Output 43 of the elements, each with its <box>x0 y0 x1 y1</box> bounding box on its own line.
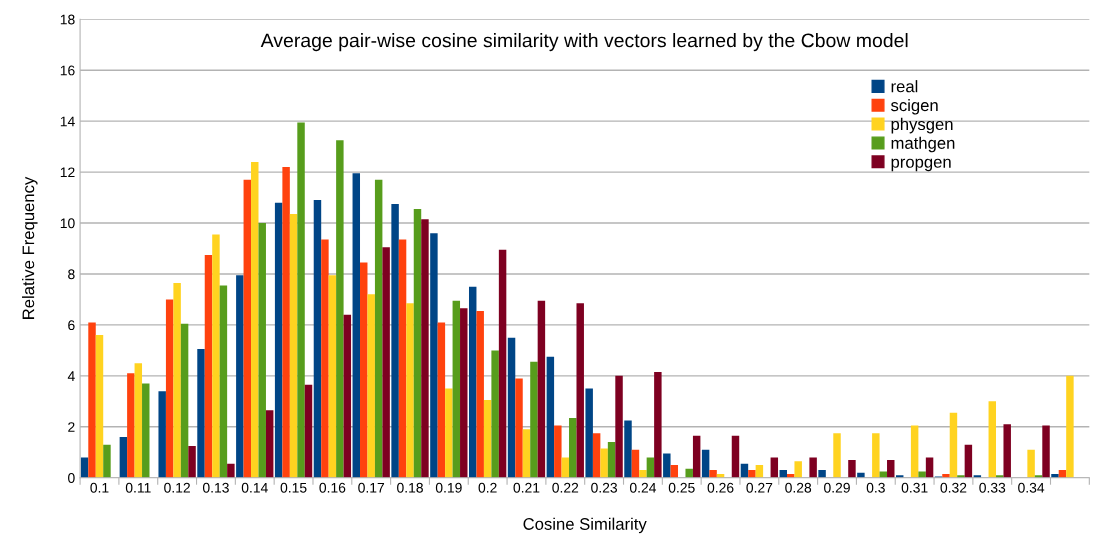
x-tick-label: 0.11 <box>125 482 151 493</box>
x-tick-label: 0.29 <box>824 482 850 493</box>
x-tick-label: 0.16 <box>319 482 346 493</box>
x-tick-label: 0.3 <box>866 482 885 493</box>
legend-label: scigen <box>890 98 938 115</box>
x-tick-label: 0.14 <box>241 482 268 493</box>
y-axis-title: Relative Frequency <box>22 176 38 319</box>
x-tick-label: 0.15 <box>280 482 307 493</box>
x-tick-label: 0.27 <box>746 482 773 493</box>
legend-label: physgen <box>891 117 953 134</box>
x-tick-label: 0.34 <box>1018 482 1045 493</box>
x-tick-label: 0.18 <box>397 482 423 493</box>
x-tick-label: 0.24 <box>629 482 657 493</box>
x-tick-label: 0.26 <box>707 482 734 493</box>
x-tick-label: 0.17 <box>358 482 385 493</box>
x-tick-label: 0.22 <box>552 482 579 493</box>
y-tick-label: 4 <box>67 371 75 381</box>
x-tick-label: 0.19 <box>435 482 462 493</box>
x-tick-label: 0.23 <box>591 482 618 493</box>
x-tick-label: 0.13 <box>202 482 229 493</box>
y-tick-label: 2 <box>68 422 75 432</box>
x-tick-label: 0.21 <box>513 482 540 493</box>
x-tick-label: 0.32 <box>940 482 967 493</box>
y-tick-label: 18 <box>60 14 75 25</box>
x-tick-label: 0.31 <box>901 482 928 493</box>
y-tick-label: 14 <box>60 116 75 127</box>
x-tick-label: 0.2 <box>478 482 497 493</box>
y-tick-label: 6 <box>68 320 75 331</box>
y-tick-label: 0 <box>68 473 75 483</box>
text: Average pair-wise cosine similarity with vectors learned by the Cbow model <box>260 33 908 52</box>
x-axis-title: Cosine Similarity <box>523 517 647 534</box>
legend-label: propgen <box>891 158 951 172</box>
x-tick-label: 0.25 <box>668 482 695 493</box>
x-tick-label: 0.33 <box>979 482 1006 493</box>
x-tick-label: 0.12 <box>164 482 190 493</box>
legend-label: real <box>891 80 918 93</box>
legend-label: mathgen <box>891 136 955 153</box>
x-tick-label: 0.28 <box>785 482 812 493</box>
y-tick-label: 16 <box>60 65 75 76</box>
y-tick-label: 10 <box>60 218 75 229</box>
y-tick-label: 8 <box>68 269 75 280</box>
x-tick-label: 0.1 <box>90 482 109 493</box>
y-tick-label: 12 <box>60 167 75 178</box>
